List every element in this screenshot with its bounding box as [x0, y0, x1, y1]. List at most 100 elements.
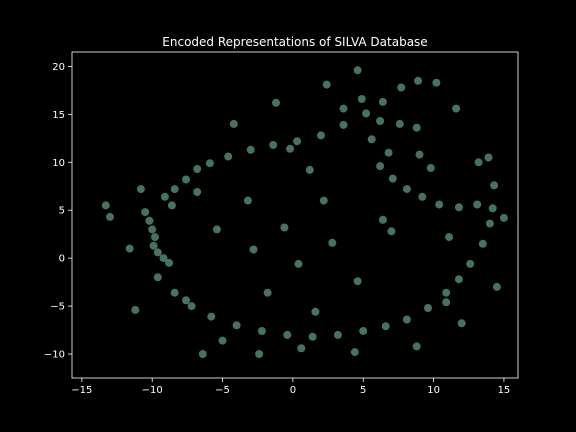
data-point: [136, 185, 145, 194]
y-tick-label: 15: [52, 110, 65, 121]
data-point: [193, 165, 202, 173]
data-point: [353, 66, 362, 75]
data-point: [402, 315, 411, 324]
data-point: [187, 302, 196, 311]
data-point: [263, 288, 272, 297]
data-point: [414, 76, 423, 85]
data-point: [229, 119, 238, 128]
data-point: [402, 185, 411, 194]
data-point: [207, 312, 216, 321]
data-point: [339, 104, 348, 113]
data-point: [280, 223, 289, 232]
x-tick-label: 15: [498, 385, 511, 396]
data-point: [218, 336, 227, 345]
data-point: [499, 213, 508, 222]
data-point: [473, 200, 482, 209]
y-axis-ticks: −10 −5 0 5 10 15 20: [44, 62, 72, 361]
data-point: [160, 192, 169, 201]
data-point: [339, 120, 348, 129]
data-point: [305, 165, 314, 174]
x-tick-label: 0: [290, 385, 296, 396]
data-point: [359, 327, 368, 335]
data-point: [367, 135, 376, 144]
data-point: [294, 259, 303, 268]
data-point: [478, 239, 487, 248]
data-point: [454, 203, 463, 212]
data-point: [454, 275, 463, 284]
data-point: [492, 282, 501, 291]
data-point: [322, 80, 331, 89]
data-point: [353, 277, 362, 286]
data-point: [350, 348, 359, 357]
data-point: [293, 137, 302, 146]
data-point: [384, 148, 393, 157]
data-point: [357, 95, 366, 103]
data-point: [182, 175, 190, 184]
data-point: [333, 330, 342, 339]
data-point: [415, 150, 424, 159]
data-point: [466, 259, 475, 268]
data-point: [474, 158, 483, 167]
data-point: [246, 145, 255, 154]
data-point: [452, 104, 461, 113]
data-point: [149, 241, 158, 250]
data-point: [388, 174, 397, 183]
data-point: [257, 327, 266, 335]
data-point: [182, 296, 190, 305]
data-point: [232, 321, 241, 330]
data-point: [488, 204, 497, 213]
data-point: [435, 200, 444, 209]
data-point: [442, 298, 451, 307]
plot-area-frame: [71, 51, 519, 379]
data-point: [485, 219, 494, 228]
data-point: [442, 288, 451, 297]
data-point: [297, 344, 306, 353]
data-point: [145, 216, 154, 225]
data-point: [249, 245, 258, 254]
data-point: [198, 350, 207, 358]
data-point: [131, 305, 140, 314]
data-point: [490, 181, 499, 190]
data-point: [205, 159, 214, 168]
data-point: [286, 144, 295, 153]
data-point: [243, 196, 252, 205]
data-point: [283, 330, 292, 339]
x-tick-label: −10: [142, 385, 163, 396]
data-point: [106, 212, 114, 221]
y-tick-label: 5: [59, 206, 65, 217]
data-point: [151, 233, 159, 242]
y-tick-label: −5: [50, 302, 65, 313]
data-point: [308, 332, 317, 341]
y-tick-label: −10: [44, 350, 65, 361]
data-point: [418, 192, 427, 201]
data-point: [153, 248, 162, 257]
data-point: [165, 258, 174, 267]
data-point: [311, 307, 320, 316]
x-axis-ticks: −15 −10 −5 0 5 10 15: [71, 378, 510, 396]
x-tick-label: 5: [360, 385, 366, 396]
data-point: [167, 201, 176, 210]
data-point: [484, 153, 493, 162]
data-point: [212, 225, 221, 234]
data-point: [376, 117, 385, 125]
data-point: [269, 141, 278, 149]
data-point: [101, 201, 110, 210]
data-point: [125, 244, 134, 253]
data-point: [153, 273, 162, 282]
data-point: [328, 238, 337, 247]
data-point: [255, 350, 264, 358]
data-point: [395, 119, 404, 128]
data-point: [412, 342, 421, 351]
data-point: [387, 227, 396, 236]
data-point: [378, 97, 387, 106]
data-point: [457, 319, 466, 328]
data-point: [148, 225, 157, 234]
data-point: [376, 162, 385, 171]
y-tick-label: 10: [52, 158, 65, 169]
x-tick-label: 10: [427, 385, 440, 396]
data-point: [378, 215, 387, 224]
data-point: [424, 304, 432, 312]
data-points: [101, 66, 508, 358]
data-point: [381, 322, 390, 331]
